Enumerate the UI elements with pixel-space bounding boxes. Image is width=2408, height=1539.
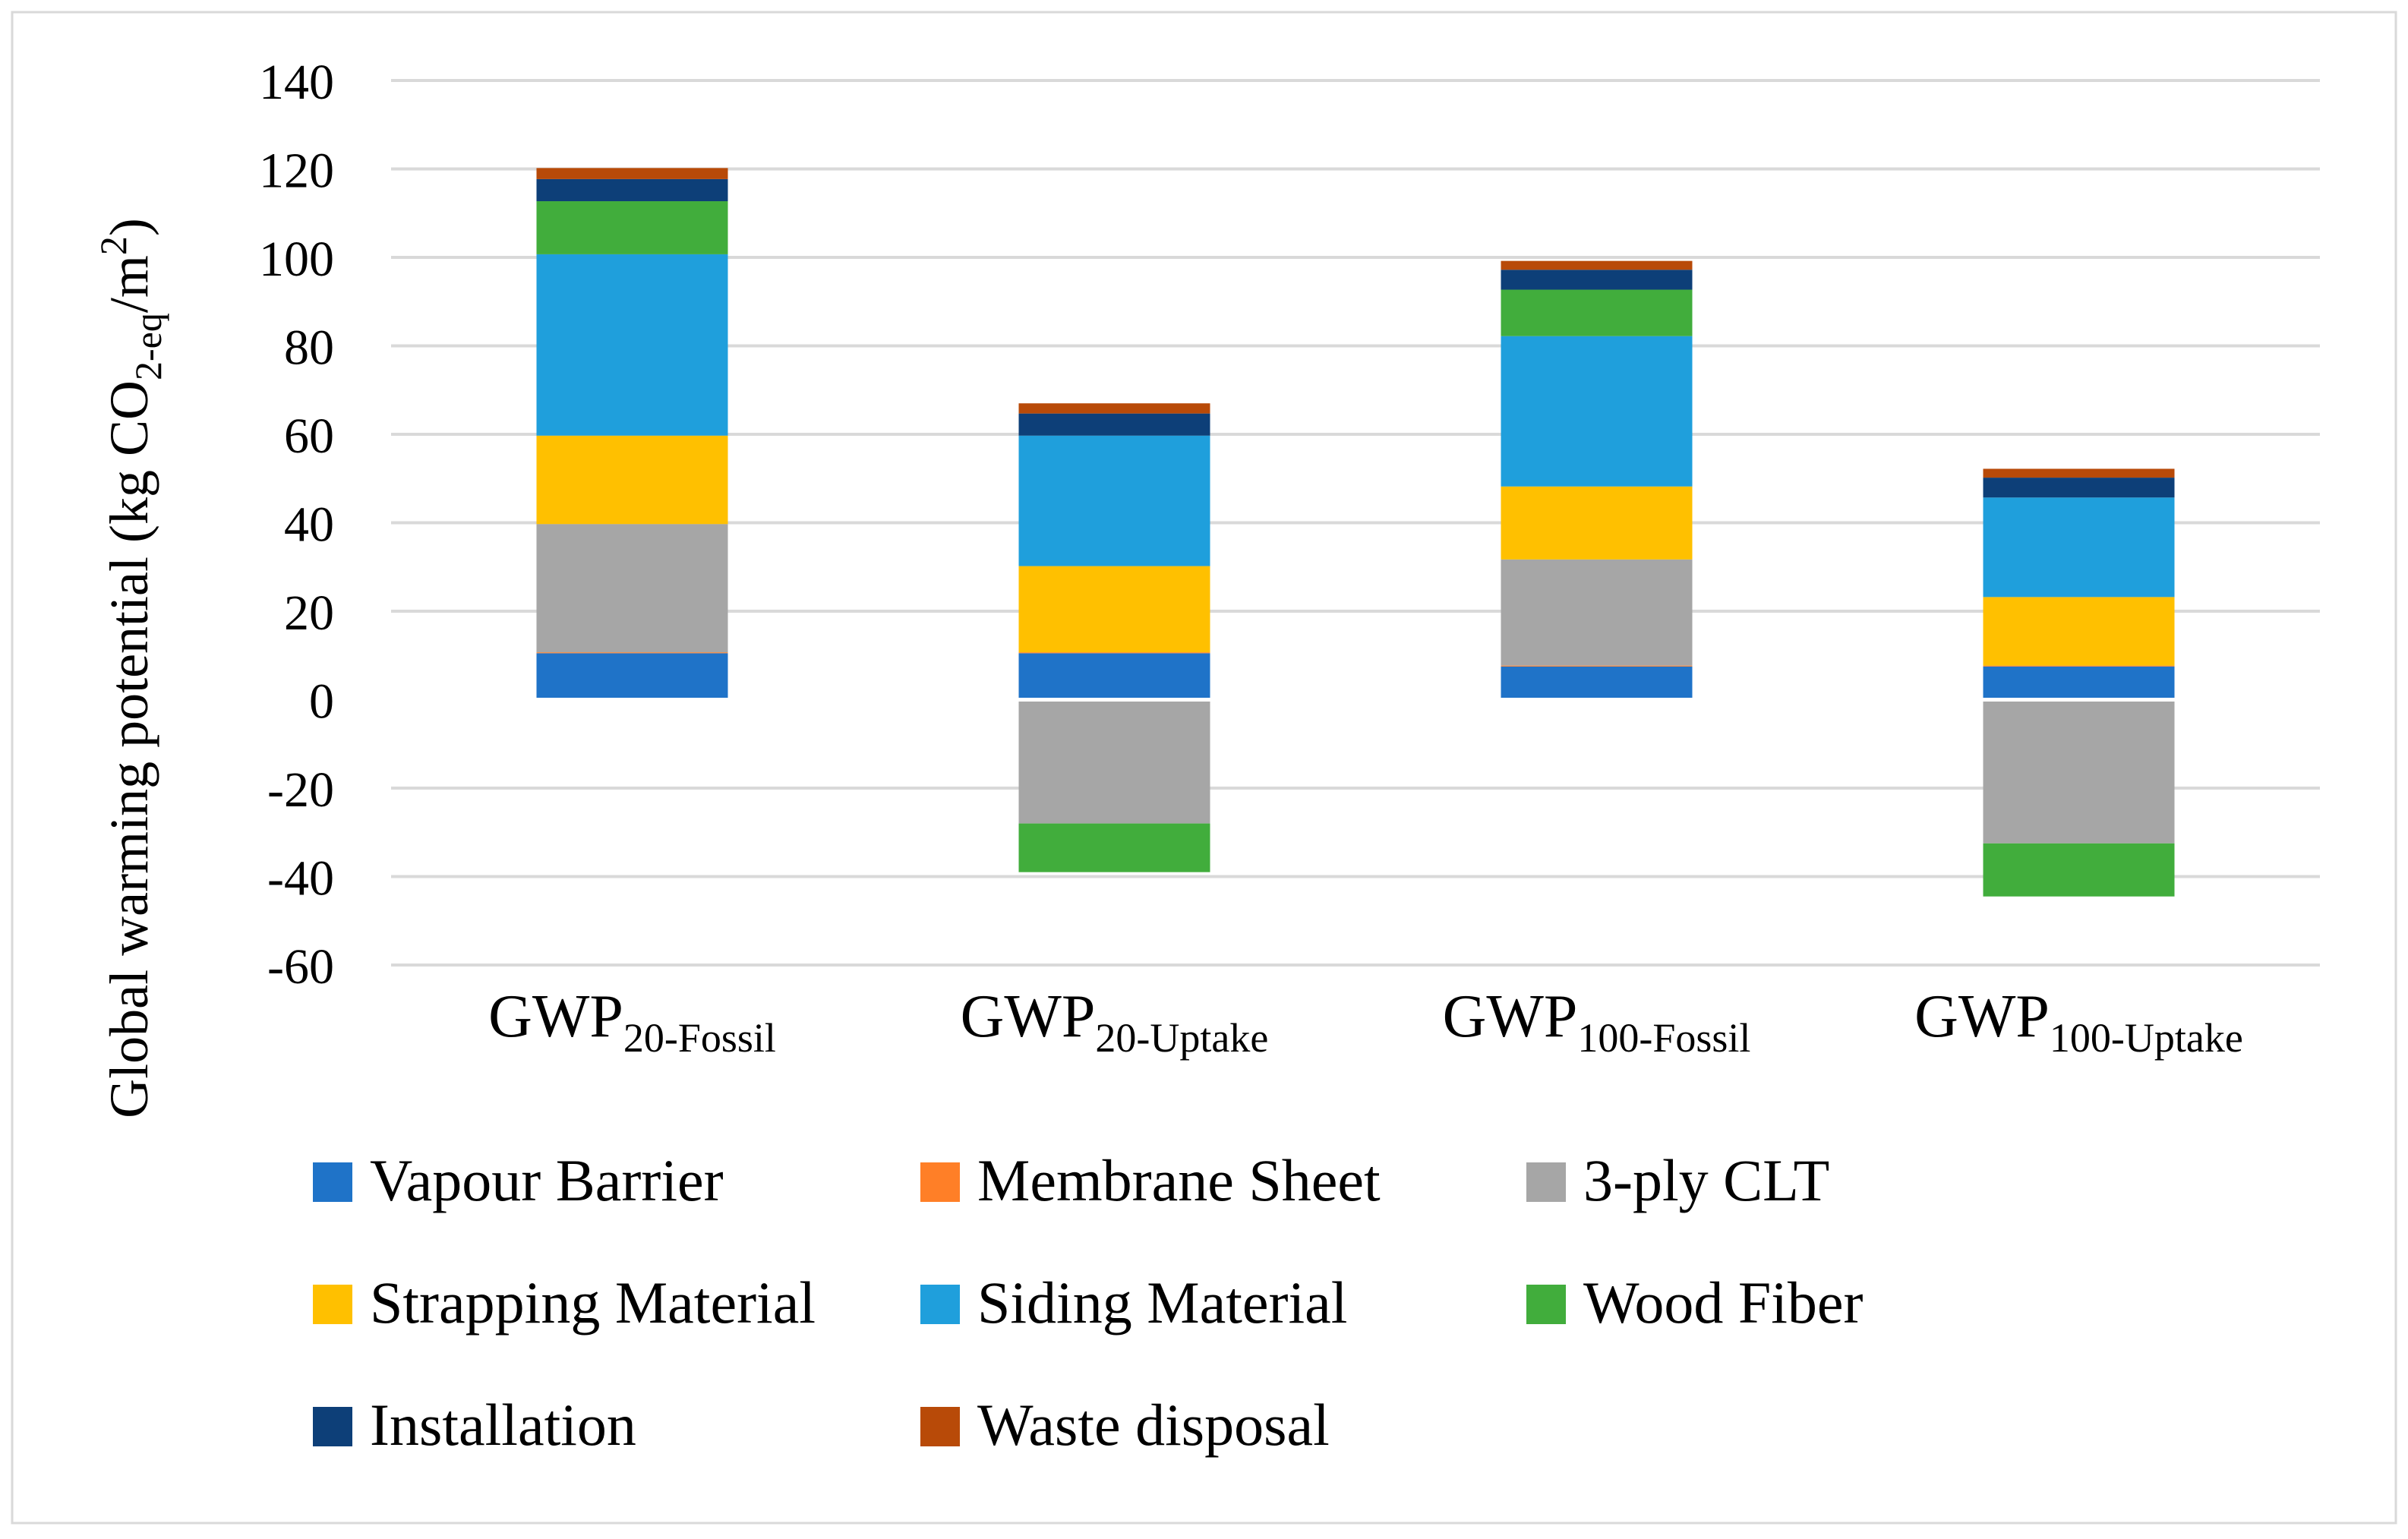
bar-segment — [1501, 270, 1693, 290]
bar-segment — [536, 653, 728, 700]
bar-segment — [536, 435, 728, 525]
bar-segment — [1018, 652, 1210, 654]
bar-segment — [1501, 336, 1693, 487]
legend-swatch — [1526, 1285, 1566, 1324]
bar-segment — [1983, 468, 2175, 478]
bar-segment — [1983, 497, 2175, 598]
y-tick-label: 40 — [284, 497, 334, 553]
y-tick-label: 140 — [259, 55, 334, 110]
bar-segment — [1983, 597, 2175, 666]
bar-segment — [1501, 486, 1693, 560]
bar-segment — [1501, 665, 1693, 667]
bar-segment — [1501, 260, 1693, 270]
bar-segment — [536, 652, 728, 654]
bar-segment — [1018, 413, 1210, 436]
bar-segment — [1501, 289, 1693, 336]
legend-swatch — [920, 1162, 960, 1202]
legend-label: Vapour Barrier — [370, 1147, 724, 1213]
y-tick-label: -40 — [267, 851, 334, 907]
legend-swatch — [313, 1407, 352, 1446]
bar-segment — [1018, 566, 1210, 653]
x-category-label: GWP100-Fossil — [1443, 983, 1751, 1061]
x-category-label: GWP20-Fossil — [488, 983, 776, 1061]
y-tick-label: 20 — [284, 585, 334, 641]
bar-segment — [1501, 559, 1693, 666]
y-tick-label: 80 — [284, 320, 334, 376]
legend-swatch — [920, 1407, 960, 1446]
legend-label: 3-ply CLT — [1583, 1147, 1829, 1213]
bar-segment — [1983, 666, 2175, 700]
bar-segment — [536, 178, 728, 202]
legend-label: Waste disposal — [977, 1392, 1330, 1458]
legend-label: Strapping Material — [370, 1269, 816, 1336]
y-tick-label: 0 — [309, 674, 334, 730]
bar-segment — [1983, 843, 2175, 897]
legend-label: Installation — [370, 1392, 636, 1458]
bar-segment — [1983, 699, 2175, 844]
y-tick-label: 100 — [259, 232, 334, 287]
y-tick-label: 120 — [259, 143, 334, 199]
x-category-labels: GWP20-Fossil GWP20-Uptake GWP100-Fossil GWP… — [488, 983, 2243, 1061]
bar-segment — [1018, 403, 1210, 414]
legend-label: Membrane Sheet — [977, 1147, 1381, 1213]
y-tick-labels: 140 120 100 80 60 40 20 0 -20 -40 -60 — [259, 55, 334, 995]
legend-swatch — [920, 1285, 960, 1324]
y-tick-label: -20 — [267, 762, 334, 818]
bars — [536, 168, 2175, 897]
bar-segment — [536, 254, 728, 436]
y-tick-label: -60 — [267, 939, 334, 995]
legend: Vapour Barrier Membrane Sheet 3-ply CLT Str… — [313, 1147, 1864, 1458]
legend-swatch — [313, 1285, 352, 1324]
x-category-label: GWP100-Uptake — [1914, 983, 2243, 1061]
bar-segment — [1018, 653, 1210, 700]
y-tick-label: 60 — [284, 408, 334, 464]
bar-segment — [1018, 823, 1210, 872]
y-axis-title: Global warming potential (kg CO2-eq/m2) — [92, 218, 169, 1118]
bar-segment — [1018, 435, 1210, 566]
legend-label: Wood Fiber — [1583, 1269, 1864, 1336]
x-category-label: GWP20-Uptake — [961, 983, 1269, 1061]
legend-swatch — [313, 1162, 352, 1202]
bar-segment — [1501, 666, 1693, 700]
bar-segment — [536, 201, 728, 254]
bar-segment — [1983, 665, 2175, 667]
bar-segment — [1983, 478, 2175, 498]
bar-segment — [536, 168, 728, 179]
legend-swatch — [1526, 1162, 1566, 1202]
bar-segment — [1018, 699, 1210, 824]
bar-segment — [536, 524, 728, 653]
legend-label: Siding Material — [977, 1269, 1347, 1336]
